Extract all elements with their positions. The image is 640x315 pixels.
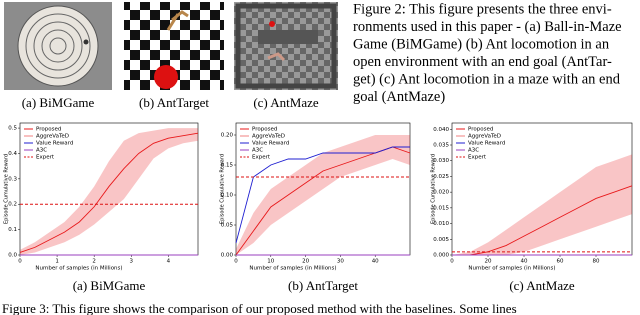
bimgame-image	[4, 2, 112, 90]
y-tick-label: 0.05	[221, 223, 234, 229]
figure3-caption: Figure 3: This figure shows the comparis…	[2, 301, 517, 315]
x-tick-label: 0	[234, 259, 238, 265]
caption-line: Game (BiMGame) (b) Ant locomotion in an	[353, 36, 610, 52]
legend-label: AggreVaTeD	[252, 134, 285, 140]
series-line	[19, 132, 199, 253]
panel-caption: (a) BiMGame	[22, 95, 95, 110]
x-tick-label: 30	[337, 259, 344, 265]
legend-label: A3C	[252, 148, 263, 154]
y-tick-label: 0.3	[8, 176, 17, 182]
y-tick-label: 0.000	[433, 253, 449, 259]
x-tick-label: 0	[450, 259, 454, 265]
anttarget-image	[124, 2, 224, 90]
chart-caption: (c) AntMaze	[509, 278, 575, 293]
x-axis-label: Number of samples (in Millions)	[468, 266, 555, 272]
y-tick-label: 0.1	[8, 227, 17, 233]
y-tick-label: 0.030	[433, 158, 449, 164]
y-tick-label: 0.2	[8, 202, 17, 208]
y-tick-label: 0.0	[8, 253, 17, 259]
x-axis-label: Number of samples (in Millions)	[35, 266, 122, 272]
y-axis-label: Episode Cumulative Reward	[220, 154, 226, 224]
x-tick-label: 60	[557, 259, 564, 265]
y-axis-label: Episode Cumulative Reward	[431, 154, 437, 224]
legend-label: Proposed	[468, 127, 493, 133]
y-axis-label: Episode Cumulative Reward	[4, 154, 10, 224]
x-tick-label: 0	[18, 259, 22, 265]
x-tick-label: 20	[302, 259, 309, 265]
y-tick-label: 0.00	[221, 253, 234, 259]
legend-label: A3C	[36, 148, 47, 154]
caption-line: get) (c) Ant locomotion in a maze with a…	[353, 71, 621, 87]
legend-label: A3C	[468, 148, 479, 154]
caption-line: Figure 2: This figure presents the three…	[353, 1, 612, 17]
series-line	[235, 146, 410, 244]
confidence-band	[452, 154, 632, 255]
legend-label: Value Reward	[36, 141, 73, 147]
y-tick-label: 0.015	[433, 205, 449, 211]
x-tick-label: 2	[92, 259, 96, 265]
legend-label: Expert	[36, 155, 55, 161]
x-tick-label: 4	[167, 259, 171, 265]
y-tick-label: 0.020	[433, 190, 449, 196]
y-tick-label: 0.035	[433, 143, 449, 149]
caption-line: open environment with an end goal (AntTa…	[353, 54, 612, 70]
legend-label: Value Reward	[468, 141, 505, 147]
figure2-caption: Figure 2: This figure presents the three…	[353, 1, 622, 105]
y-tick-label: 0.15	[221, 163, 234, 169]
y-tick-label: 0.010	[433, 221, 449, 227]
caption-line: ronments used in this paper - (a) Ball-i…	[353, 19, 622, 35]
x-tick-label: 10	[267, 259, 274, 265]
confidence-band	[20, 128, 198, 255]
figure3-charts: 0.0 0.1 0.2 0.3 0.4 0.5 0 1 2 3 4 Number of samples…	[4, 122, 633, 293]
y-tick-label: 0.040	[433, 127, 449, 133]
legend-label: AggreVaTeD	[468, 134, 501, 140]
legend-label: AggreVaTeD	[36, 134, 69, 140]
chart-caption: (a) BiMGame	[73, 278, 146, 293]
chart-caption: (b) AntTarget	[288, 278, 358, 293]
y-tick-label: 0.025	[433, 174, 449, 180]
x-tick-label: 3	[130, 259, 134, 265]
y-tick-label: 0.005	[433, 237, 449, 243]
y-tick-label: 0.10	[221, 193, 234, 199]
caption-line: goal (AntMaze)	[353, 89, 445, 105]
x-tick-label: 1	[55, 259, 59, 265]
legend-label: Proposed	[252, 127, 277, 133]
panel-caption: (b) AntTarget	[139, 95, 209, 110]
confidence-band	[236, 135, 410, 255]
x-tick-label: 20	[485, 259, 492, 265]
x-tick-label: 40	[372, 259, 379, 265]
y-tick-label: 0.4	[8, 151, 17, 157]
legend-label: Value Reward	[252, 141, 289, 147]
legend-label: Expert	[468, 155, 487, 161]
panel-caption: (c) AntMaze	[253, 95, 319, 110]
x-tick-label: 40	[521, 259, 528, 265]
legend-label: Expert	[252, 155, 271, 161]
series-line	[452, 185, 633, 256]
antmaze-image	[234, 2, 338, 90]
x-axis-label: Number of samples (in Millions)	[249, 266, 336, 272]
x-tick-label: 80	[593, 259, 600, 265]
y-tick-label: 0.5	[8, 126, 17, 132]
y-tick-label: 0.20	[221, 133, 234, 139]
legend-label: Proposed	[36, 127, 61, 133]
